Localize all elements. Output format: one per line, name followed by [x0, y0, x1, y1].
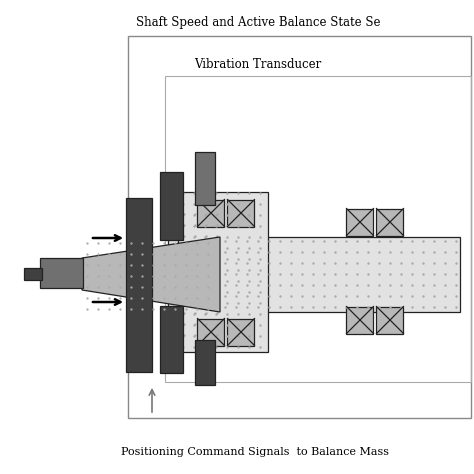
- Text: Vibration Transducer: Vibration Transducer: [194, 57, 322, 71]
- Bar: [165, 76, 471, 382]
- Bar: [160, 172, 183, 240]
- Bar: [346, 209, 374, 236]
- Bar: [195, 152, 215, 205]
- Text: Shaft Speed and Active Balance State Se: Shaft Speed and Active Balance State Se: [136, 16, 380, 28]
- Bar: [228, 200, 255, 227]
- Bar: [168, 205, 220, 340]
- Bar: [126, 198, 152, 372]
- Bar: [346, 307, 374, 334]
- Text: Positioning Command Signals  to Balance Mass: Positioning Command Signals to Balance M…: [121, 447, 389, 457]
- Bar: [220, 237, 460, 312]
- Bar: [228, 319, 255, 346]
- Bar: [24, 268, 42, 280]
- Bar: [198, 319, 225, 346]
- Bar: [376, 209, 403, 236]
- Bar: [195, 340, 215, 385]
- Polygon shape: [82, 237, 220, 312]
- Bar: [128, 36, 471, 418]
- Bar: [178, 192, 268, 352]
- Bar: [198, 200, 225, 227]
- Bar: [160, 306, 183, 373]
- Bar: [40, 258, 83, 288]
- Bar: [376, 307, 403, 334]
